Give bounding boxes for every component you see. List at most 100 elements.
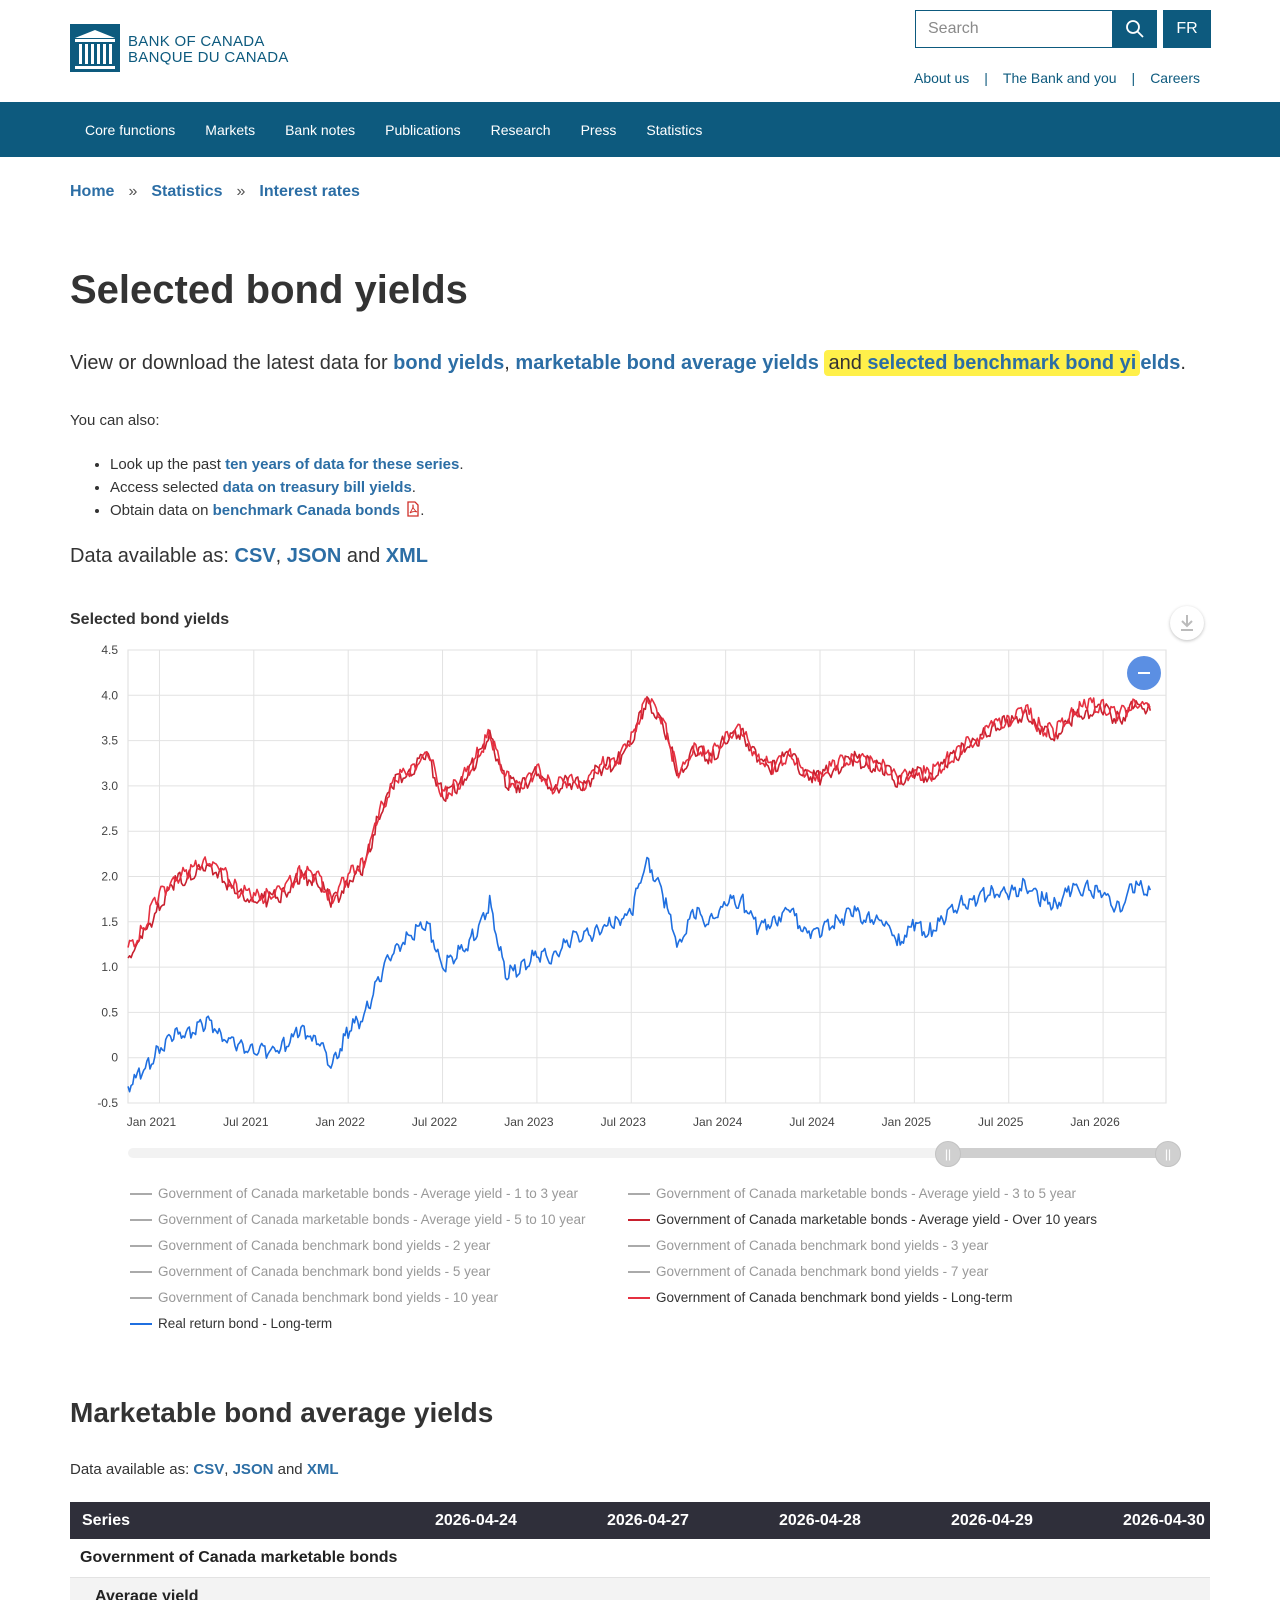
utility-separator: |	[1131, 70, 1136, 86]
chart-legend: Government of Canada marketable bonds - …	[130, 1186, 1230, 1331]
legend-label: Government of Canada marketable bonds - …	[158, 1186, 578, 1201]
legend-swatch	[130, 1218, 152, 1221]
legend-label: Government of Canada benchmark bond yiel…	[656, 1238, 989, 1253]
column-header-series: Series	[82, 1512, 131, 1529]
nav-markets[interactable]: Markets	[205, 121, 256, 138]
legend-item[interactable]: Government of Canada marketable bonds - …	[628, 1212, 1188, 1227]
about-us-link[interactable]: About us	[914, 70, 970, 86]
legend-item[interactable]: Government of Canada benchmark bond yiel…	[628, 1264, 1188, 1279]
data-formats: Data available as: CSV, JSON and XML	[70, 545, 428, 567]
xml-link[interactable]: XML	[385, 545, 428, 567]
list-item: Obtain data on benchmark Canada bonds .	[110, 499, 464, 522]
y-tick-label: 2.0	[101, 870, 118, 884]
nav-bank-notes[interactable]: Bank notes	[285, 121, 356, 138]
breadcrumb-statistics[interactable]: Statistics	[151, 183, 223, 200]
data-formats-and: and	[273, 1461, 307, 1478]
breadcrumb: Home » Statistics » Interest rates	[70, 183, 360, 201]
csv-link[interactable]: CSV	[193, 1461, 225, 1478]
range-slider-selection[interactable]	[948, 1148, 1168, 1158]
range-slider-right-handle[interactable]: ||	[1155, 1141, 1181, 1167]
y-tick-label: 0	[111, 1051, 118, 1065]
legend-item[interactable]: Government of Canada benchmark bond yiel…	[628, 1290, 1188, 1305]
csv-link[interactable]: CSV	[234, 545, 276, 567]
x-tick-label: Jan 2026	[1070, 1115, 1120, 1129]
search-placeholder: Search	[928, 20, 979, 37]
x-tick-label: Jan 2023	[504, 1115, 554, 1129]
benchmark-canada-bonds-link[interactable]: benchmark Canada bonds	[212, 502, 401, 519]
chart-download-button[interactable]	[1170, 606, 1204, 640]
series-line	[127, 697, 1151, 948]
list-item-text: Look up the past	[110, 456, 226, 473]
legend-label: Government of Canada benchmark bond yiel…	[656, 1264, 989, 1279]
list-item-text: Obtain data on	[110, 502, 213, 519]
utility-nav: About us | The Bank and you | Careers	[914, 70, 1200, 86]
ten-years-data-link[interactable]: ten years of data for these series	[225, 456, 460, 473]
language-toggle-button[interactable]: FR	[1163, 10, 1211, 48]
breadcrumb-home[interactable]: Home	[70, 183, 115, 200]
legend-label: Real return bond - Long-term	[158, 1316, 333, 1331]
legend-item[interactable]: Government of Canada marketable bonds - …	[628, 1186, 1188, 1201]
selected-benchmark-bond-yields-link[interactable]: selected benchmark bond yi	[867, 352, 1137, 374]
y-tick-label: -0.5	[97, 1096, 118, 1110]
intro-and: and	[828, 352, 862, 374]
grip-icon: ||	[944, 1147, 952, 1161]
breadcrumb-interest-rates[interactable]: Interest rates	[259, 183, 360, 200]
list-item: Look up the past ten years of data for t…	[110, 453, 464, 476]
reset-zoom-button[interactable]	[1127, 656, 1161, 690]
legend-swatch	[130, 1244, 152, 1247]
legend-item[interactable]: Real return bond - Long-term	[130, 1316, 628, 1331]
bank-of-canada-logo[interactable]: BANK OF CANADA BANQUE DU CANADA	[70, 24, 289, 76]
range-slider-left-handle[interactable]: ||	[935, 1141, 961, 1167]
nav-press[interactable]: Press	[580, 121, 617, 138]
search-input[interactable]: Search	[915, 10, 1113, 48]
intro-text: View or download the latest data for	[70, 352, 394, 374]
intro-comma: ,	[504, 352, 516, 374]
bond-yields-chart: 4.5 4.0 3.5 3.0 2.5 2.0 1.5 1.0 0.5 0 -0.5 Jan 2021…	[97, 643, 1167, 1129]
section-data-formats: Data available as: CSV, JSON and XML	[70, 1461, 339, 1478]
legend-item[interactable]: Government of Canada benchmark bond yiel…	[130, 1290, 628, 1305]
legend-item[interactable]: Government of Canada benchmark bond yiel…	[130, 1238, 628, 1253]
y-tick-label: 3.0	[101, 779, 118, 793]
pdf-icon	[407, 501, 419, 517]
y-tick-label: 3.5	[101, 734, 118, 748]
nav-research[interactable]: Research	[490, 121, 551, 138]
legend-label: Government of Canada benchmark bond yiel…	[158, 1264, 491, 1279]
range-slider-track[interactable]	[128, 1148, 1168, 1158]
grip-icon: ||	[1164, 1147, 1172, 1161]
x-tick-label: Jul 2023	[601, 1115, 647, 1129]
list-item-text: Access selected	[110, 479, 223, 496]
y-tick-label: 4.5	[101, 643, 118, 657]
download-icon	[1181, 615, 1193, 631]
careers-link[interactable]: Careers	[1150, 70, 1200, 86]
column-header-date: 2026-04-24	[435, 1512, 517, 1529]
legend-item[interactable]: Government of Canada marketable bonds - …	[130, 1212, 628, 1227]
treasury-bill-yields-link[interactable]: data on treasury bill yields	[222, 479, 412, 496]
utility-separator: |	[984, 70, 988, 86]
legend-swatch	[628, 1218, 650, 1221]
bond-yields-link[interactable]: bond yields	[393, 352, 505, 374]
minus-icon	[1138, 672, 1150, 674]
section-title: Marketable bond average yields	[70, 1397, 494, 1428]
legend-item[interactable]: Government of Canada marketable bonds - …	[130, 1186, 628, 1201]
resource-list: Look up the past ten years of data for t…	[110, 453, 464, 522]
nav-core-functions[interactable]: Core functions	[85, 121, 176, 138]
json-link[interactable]: JSON	[286, 545, 342, 567]
data-formats-label: Data available as:	[70, 1461, 194, 1478]
legend-swatch	[628, 1270, 650, 1273]
selected-benchmark-bond-yields-link-end[interactable]: elds	[1140, 352, 1181, 374]
search-button[interactable]	[1113, 10, 1157, 48]
json-link[interactable]: JSON	[232, 1461, 274, 1478]
xml-link[interactable]: XML	[306, 1461, 339, 1478]
legend-item[interactable]: Government of Canada benchmark bond yiel…	[628, 1238, 1188, 1253]
legend-item[interactable]: Government of Canada benchmark bond yiel…	[130, 1264, 628, 1279]
marketable-bond-average-yields-link[interactable]: marketable bond average yields	[515, 352, 819, 374]
bank-and-you-link[interactable]: The Bank and you	[1002, 70, 1117, 86]
nav-publications[interactable]: Publications	[385, 121, 461, 138]
y-tick-label: 1.0	[101, 960, 118, 974]
chart-title: Selected bond yields	[70, 611, 230, 628]
breadcrumb-separator: »	[236, 183, 246, 200]
legend-label: Government of Canada benchmark bond yiel…	[158, 1238, 491, 1253]
nav-statistics[interactable]: Statistics	[646, 121, 703, 138]
y-tick-label: 1.5	[101, 915, 118, 929]
legend-label: Government of Canada benchmark bond yiel…	[656, 1290, 1013, 1305]
